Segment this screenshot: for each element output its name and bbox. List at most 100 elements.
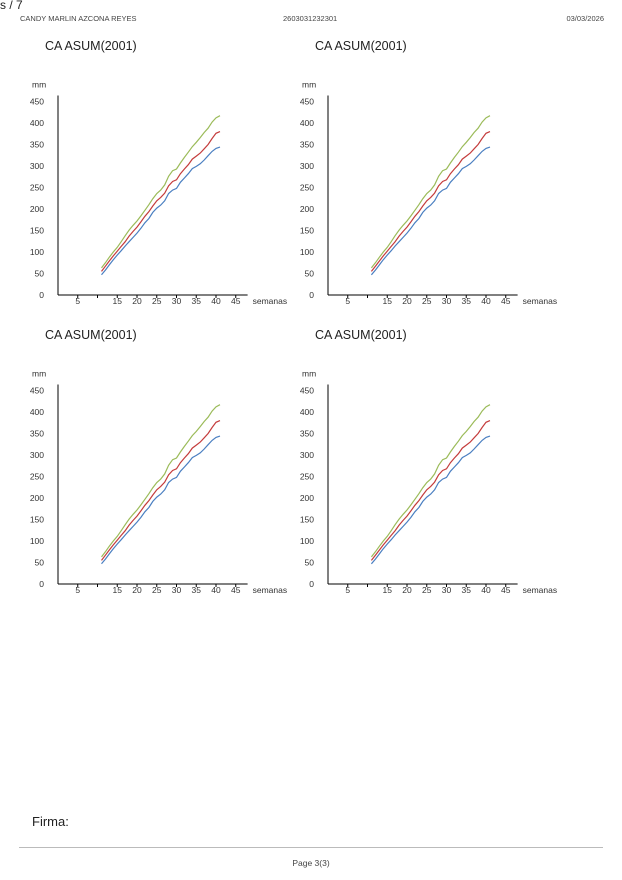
y-tick-label: 300: [30, 450, 44, 460]
chart-title: CA ASUM(2001): [45, 328, 137, 342]
y-tick-label: 300: [300, 450, 314, 460]
x-axis-label: semanas: [253, 585, 288, 595]
x-tick-label: 35: [192, 296, 202, 306]
y-tick-label: 100: [300, 536, 314, 546]
y-tick-label: 0: [39, 579, 44, 589]
y-tick-label: 0: [39, 290, 44, 300]
series-line-mid: [101, 131, 221, 272]
y-tick-label: 450: [300, 97, 314, 107]
y-tick-label: 350: [300, 429, 314, 439]
y-axis-unit: mm: [32, 80, 46, 90]
x-tick-label: 45: [501, 296, 511, 306]
x-tick-label: 35: [462, 296, 472, 306]
y-tick-label: 250: [30, 472, 44, 482]
series-line-low: [101, 435, 221, 565]
x-tick-label: 15: [383, 585, 393, 595]
x-tick-label: 40: [211, 296, 221, 306]
y-tick-label: 0: [309, 579, 314, 589]
y-tick-label: 250: [300, 472, 314, 482]
series-line-low: [101, 146, 221, 276]
y-tick-label: 50: [305, 558, 315, 568]
y-tick-label: 200: [300, 493, 314, 503]
series-line-high: [370, 115, 491, 269]
x-tick-label: 25: [422, 585, 432, 595]
x-tick-label: 30: [442, 296, 452, 306]
y-tick-label: 50: [35, 558, 45, 568]
y-tick-label: 400: [30, 407, 44, 417]
y-tick-label: 50: [35, 269, 45, 279]
x-tick-label: 30: [172, 296, 182, 306]
page-counter: s / 7: [0, 0, 23, 12]
y-tick-label: 100: [30, 536, 44, 546]
footer-divider: [19, 847, 603, 848]
patient-name: CANDY MARLIN AZCONA REYES: [20, 14, 137, 23]
y-tick-label: 350: [30, 429, 44, 439]
x-tick-label: 45: [231, 296, 241, 306]
chart-title: CA ASUM(2001): [315, 328, 407, 342]
signature-label: Firma:: [32, 814, 69, 829]
x-tick-label: 15: [383, 296, 393, 306]
y-tick-label: 100: [30, 247, 44, 257]
y-tick-label: 300: [300, 161, 314, 171]
y-tick-label: 150: [300, 515, 314, 525]
chart-title: CA ASUM(2001): [315, 39, 407, 53]
x-tick-label: 15: [113, 296, 123, 306]
y-tick-label: 150: [30, 515, 44, 525]
y-tick-label: 400: [300, 407, 314, 417]
x-tick-label: 5: [345, 296, 350, 306]
y-tick-label: 50: [305, 269, 315, 279]
series-line-high: [101, 115, 221, 269]
x-tick-label: 40: [481, 585, 491, 595]
record-id: 2603031232301: [283, 14, 338, 23]
y-tick-label: 350: [30, 140, 44, 150]
x-tick-label: 25: [422, 296, 432, 306]
x-tick-label: 20: [402, 296, 412, 306]
y-tick-label: 350: [300, 140, 314, 150]
y-tick-label: 200: [30, 204, 44, 214]
x-axis-label: semanas: [523, 296, 558, 306]
y-tick-label: 200: [300, 204, 314, 214]
y-tick-label: 250: [30, 183, 44, 193]
x-axis-label: semanas: [253, 296, 288, 306]
x-tick-label: 45: [501, 585, 511, 595]
series-line-mid: [370, 131, 491, 272]
x-tick-label: 30: [442, 585, 452, 595]
report-date: 03/03/2026: [566, 14, 604, 23]
x-tick-label: 5: [345, 585, 350, 595]
page-number: Page 3(3): [292, 858, 330, 868]
y-tick-label: 450: [300, 386, 314, 396]
y-tick-label: 250: [300, 183, 314, 193]
series-line-low: [370, 146, 491, 276]
series-line-low: [370, 435, 491, 565]
x-tick-label: 35: [192, 585, 202, 595]
series-line-high: [101, 404, 221, 558]
y-tick-label: 200: [30, 493, 44, 503]
x-tick-label: 20: [132, 585, 142, 595]
chart-title: CA ASUM(2001): [45, 39, 137, 53]
y-tick-label: 300: [30, 161, 44, 171]
y-axis-unit: mm: [302, 369, 316, 379]
x-tick-label: 5: [75, 296, 80, 306]
series-line-mid: [370, 420, 491, 561]
x-tick-label: 20: [402, 585, 412, 595]
y-tick-label: 400: [300, 118, 314, 128]
y-tick-label: 100: [300, 247, 314, 257]
y-axis-unit: mm: [302, 80, 316, 90]
y-tick-label: 450: [30, 97, 44, 107]
x-tick-label: 45: [231, 585, 241, 595]
x-axis-label: semanas: [523, 585, 558, 595]
y-tick-label: 450: [30, 386, 44, 396]
y-tick-label: 0: [309, 290, 314, 300]
x-tick-label: 40: [481, 296, 491, 306]
x-tick-label: 40: [211, 585, 221, 595]
x-tick-label: 5: [75, 585, 80, 595]
series-line-high: [370, 404, 491, 558]
x-tick-label: 15: [113, 585, 123, 595]
y-axis-unit: mm: [32, 369, 46, 379]
y-tick-label: 400: [30, 118, 44, 128]
y-tick-label: 150: [30, 226, 44, 236]
